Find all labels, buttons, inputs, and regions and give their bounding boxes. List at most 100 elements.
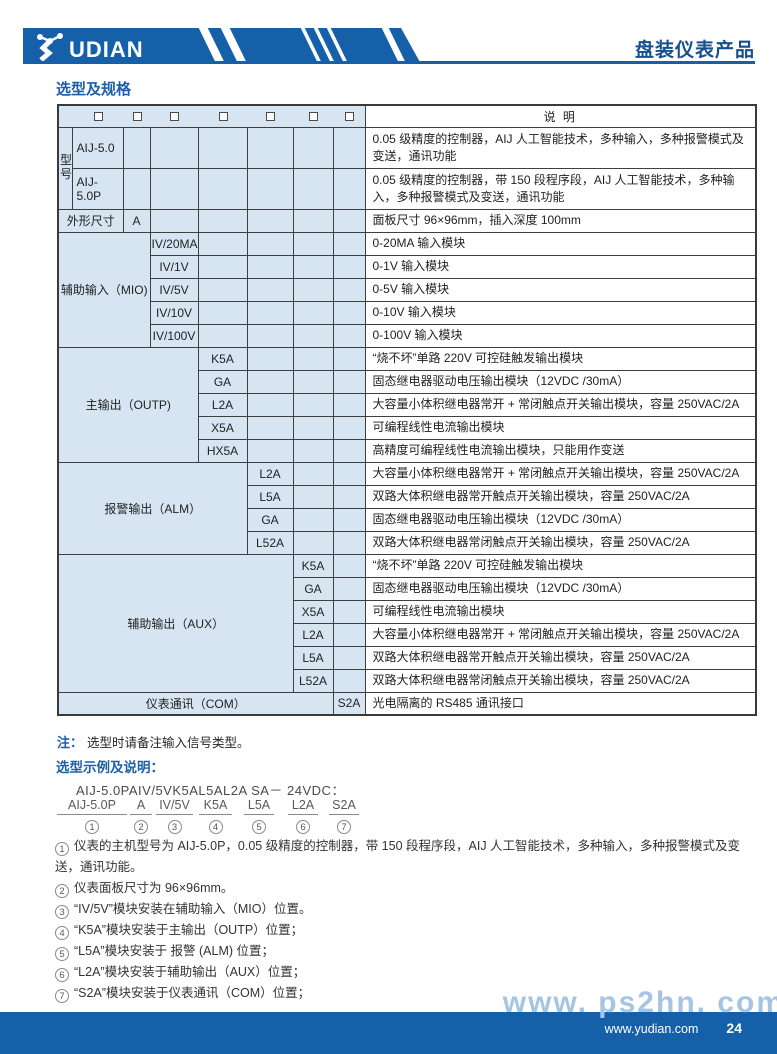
table-row: IV/100V 0-100V 输入模块 bbox=[58, 323, 757, 348]
description-cell: 双路大体积继电器常开触点开关输出模块，容量 250VAC/2A bbox=[364, 645, 757, 670]
option-code: L52A bbox=[246, 530, 294, 555]
example-note: 1 仪表的主机型号为 AIJ-5.0P，0.05 级精度的控制器，带 150 段程… bbox=[55, 839, 741, 874]
note-label: 注： bbox=[57, 735, 84, 750]
option-code: IV/20MA bbox=[149, 231, 199, 256]
order-code-breakdown: AIJ-5.0P 1 A 2 IV/5V 3 K5A 4 L5A 5 L2A 6… bbox=[0, 798, 777, 838]
description-cell: 0.05 级精度的控制器，AIJ 人工智能技术，多种输入，多种报警模式及变送，通… bbox=[364, 126, 757, 169]
option-code: IV/10V bbox=[149, 300, 199, 325]
option-code: GA bbox=[246, 507, 294, 532]
grid-cell bbox=[292, 530, 334, 555]
order-checkbox[interactable] bbox=[170, 112, 179, 121]
code-segment: K5A 4 bbox=[199, 798, 232, 835]
table-row: HX5A 高精度可编程线性电流输出模块，只能用作变送 bbox=[58, 438, 757, 463]
model-code: AIJ-5.0 bbox=[71, 126, 124, 169]
order-code-boxes-cell bbox=[57, 104, 366, 128]
grid-cell bbox=[332, 277, 366, 302]
com-group-label: 仪表通讯（COM） bbox=[57, 691, 334, 716]
grid-cell bbox=[197, 323, 248, 348]
order-checkbox[interactable] bbox=[345, 112, 354, 121]
description-cell: 大容量小体积继电器常开 + 常闭触点开关输出模块，容量 250VAC/2A bbox=[364, 392, 757, 417]
footer-text-layer: www.yudian.com 24 bbox=[0, 1012, 777, 1054]
grid-cell bbox=[292, 415, 334, 440]
grid-cell bbox=[332, 530, 366, 555]
circled-number: 7 bbox=[55, 989, 69, 1003]
example-notes: 1 仪表的主机型号为 AIJ-5.0P，0.05 级精度的控制器，带 150 段程… bbox=[55, 836, 757, 1004]
grid-cell bbox=[332, 668, 366, 693]
grid-cell bbox=[332, 553, 366, 578]
spec-table: 说 明 型号 AIJ-5.0 0.05 级精度的控制器，AIJ 人工智能技术，多… bbox=[57, 104, 757, 716]
grid-cell bbox=[332, 392, 366, 417]
description-cell: 0.05 级精度的控制器，带 150 段程序段，AIJ 人工智能技术，多种输入，… bbox=[364, 167, 757, 210]
grid-cell bbox=[149, 167, 199, 210]
description-cell: 0-5V 输入模块 bbox=[364, 277, 757, 302]
grid-cell bbox=[246, 277, 294, 302]
grid-cell bbox=[292, 126, 334, 169]
circled-number: 3 bbox=[167, 820, 182, 834]
option-code: IV/100V bbox=[149, 323, 199, 348]
grid-cell bbox=[292, 208, 334, 233]
grid-cell bbox=[197, 126, 248, 169]
table-row: 辅助输出（AUX） K5A “烧不坏”单路 220V 可控硅触发输出模块 bbox=[57, 553, 757, 693]
description-cell: “烧不坏”单路 220V 可控硅触发输出模块 bbox=[364, 553, 757, 578]
option-code: X5A bbox=[197, 415, 248, 440]
alm-group-label: 报警输出（ALM） bbox=[57, 461, 248, 555]
table-row: 外形尺寸 A 面板尺寸 96×96mm，插入深度 100mm bbox=[57, 208, 757, 233]
description-cell: 面板尺寸 96×96mm，插入深度 100mm bbox=[364, 208, 757, 233]
footer-site-url: www.yudian.com bbox=[604, 1022, 699, 1036]
mio-group-label: 辅助输入（MIO) bbox=[57, 231, 151, 348]
brand-banner: UDIAN bbox=[23, 28, 421, 64]
grid-cell bbox=[197, 254, 248, 279]
grid-cell bbox=[122, 126, 151, 169]
table-row: L2A 大容量小体积继电器常开 + 常闭触点开关输出模块，容量 250VAC/2… bbox=[58, 622, 757, 647]
code-segment: L5A 5 bbox=[244, 798, 274, 835]
table-row: X5A 可编程线性电流输出模块 bbox=[58, 415, 757, 440]
description-cell: 0-10V 输入模块 bbox=[364, 300, 757, 325]
option-code: S2A bbox=[332, 691, 366, 716]
order-checkbox[interactable] bbox=[219, 112, 228, 121]
circled-number: 2 bbox=[134, 820, 148, 834]
description-cell: 0-100V 输入模块 bbox=[364, 323, 757, 348]
description-cell: 大容量小体积继电器常开 + 常闭触点开关输出模块，容量 250VAC/2A bbox=[364, 461, 757, 486]
grid-cell bbox=[332, 346, 366, 371]
description-cell: 固态继电器驱动电压输出模块（12VDC /30mA） bbox=[364, 369, 757, 394]
circled-number: 3 bbox=[55, 905, 69, 919]
description-cell: 双路大体积继电器常闭触点开关输出模块，容量 250VAC/2A bbox=[364, 530, 757, 555]
outp-group-label: 主输出（OUTP) bbox=[57, 346, 199, 463]
grid-cell bbox=[292, 300, 334, 325]
table-header-row: 说 明 bbox=[57, 104, 757, 128]
table-row: GA 固态继电器驱动电压输出模块（12VDC /30mA） bbox=[58, 507, 757, 532]
circled-number: 4 bbox=[55, 926, 69, 940]
description-cell: 可编程线性电流输出模块 bbox=[364, 415, 757, 440]
grid-cell bbox=[197, 231, 248, 256]
grid-cell bbox=[246, 300, 294, 325]
option-code: L2A bbox=[246, 461, 294, 486]
grid-cell bbox=[246, 208, 294, 233]
grid-cell bbox=[292, 438, 334, 463]
grid-cell bbox=[197, 300, 248, 325]
grid-cell bbox=[332, 323, 366, 348]
circled-number: 5 bbox=[252, 820, 266, 834]
order-checkbox[interactable] bbox=[266, 112, 275, 121]
example-note: 7 “S2A”模块安装于仪表通讯（COM）位置； bbox=[55, 983, 757, 1004]
description-cell: 可编程线性电流输出模块 bbox=[364, 599, 757, 624]
order-checkbox[interactable] bbox=[133, 112, 142, 121]
order-checkbox[interactable] bbox=[309, 112, 318, 121]
option-code: L2A bbox=[292, 622, 334, 647]
order-checkbox[interactable] bbox=[94, 112, 103, 121]
option-code: GA bbox=[292, 576, 334, 601]
grid-cell bbox=[149, 208, 199, 233]
footer-text: www.yudian.com 24 bbox=[605, 1020, 742, 1038]
note-text: 选型时请备注输入信号类型。 bbox=[87, 736, 250, 750]
aux-group-label: 辅助输出（AUX） bbox=[57, 553, 294, 693]
table-row: X5A 可编程线性电流输出模块 bbox=[58, 599, 757, 624]
example-note: 5 “L5A”模块安装于 报警 (ALM) 位置； bbox=[55, 941, 757, 962]
example-note: 3 “IV/5V”模块安装在辅助输入（MIO）位置。 bbox=[55, 899, 757, 920]
circled-number: 6 bbox=[296, 820, 310, 834]
grid-cell bbox=[332, 126, 366, 169]
header-rule bbox=[23, 61, 755, 64]
grid-cell bbox=[197, 167, 248, 210]
circled-number: 4 bbox=[208, 820, 223, 834]
description-cell: 0-20MA 输入模块 bbox=[364, 231, 757, 256]
grid-cell bbox=[246, 323, 294, 348]
